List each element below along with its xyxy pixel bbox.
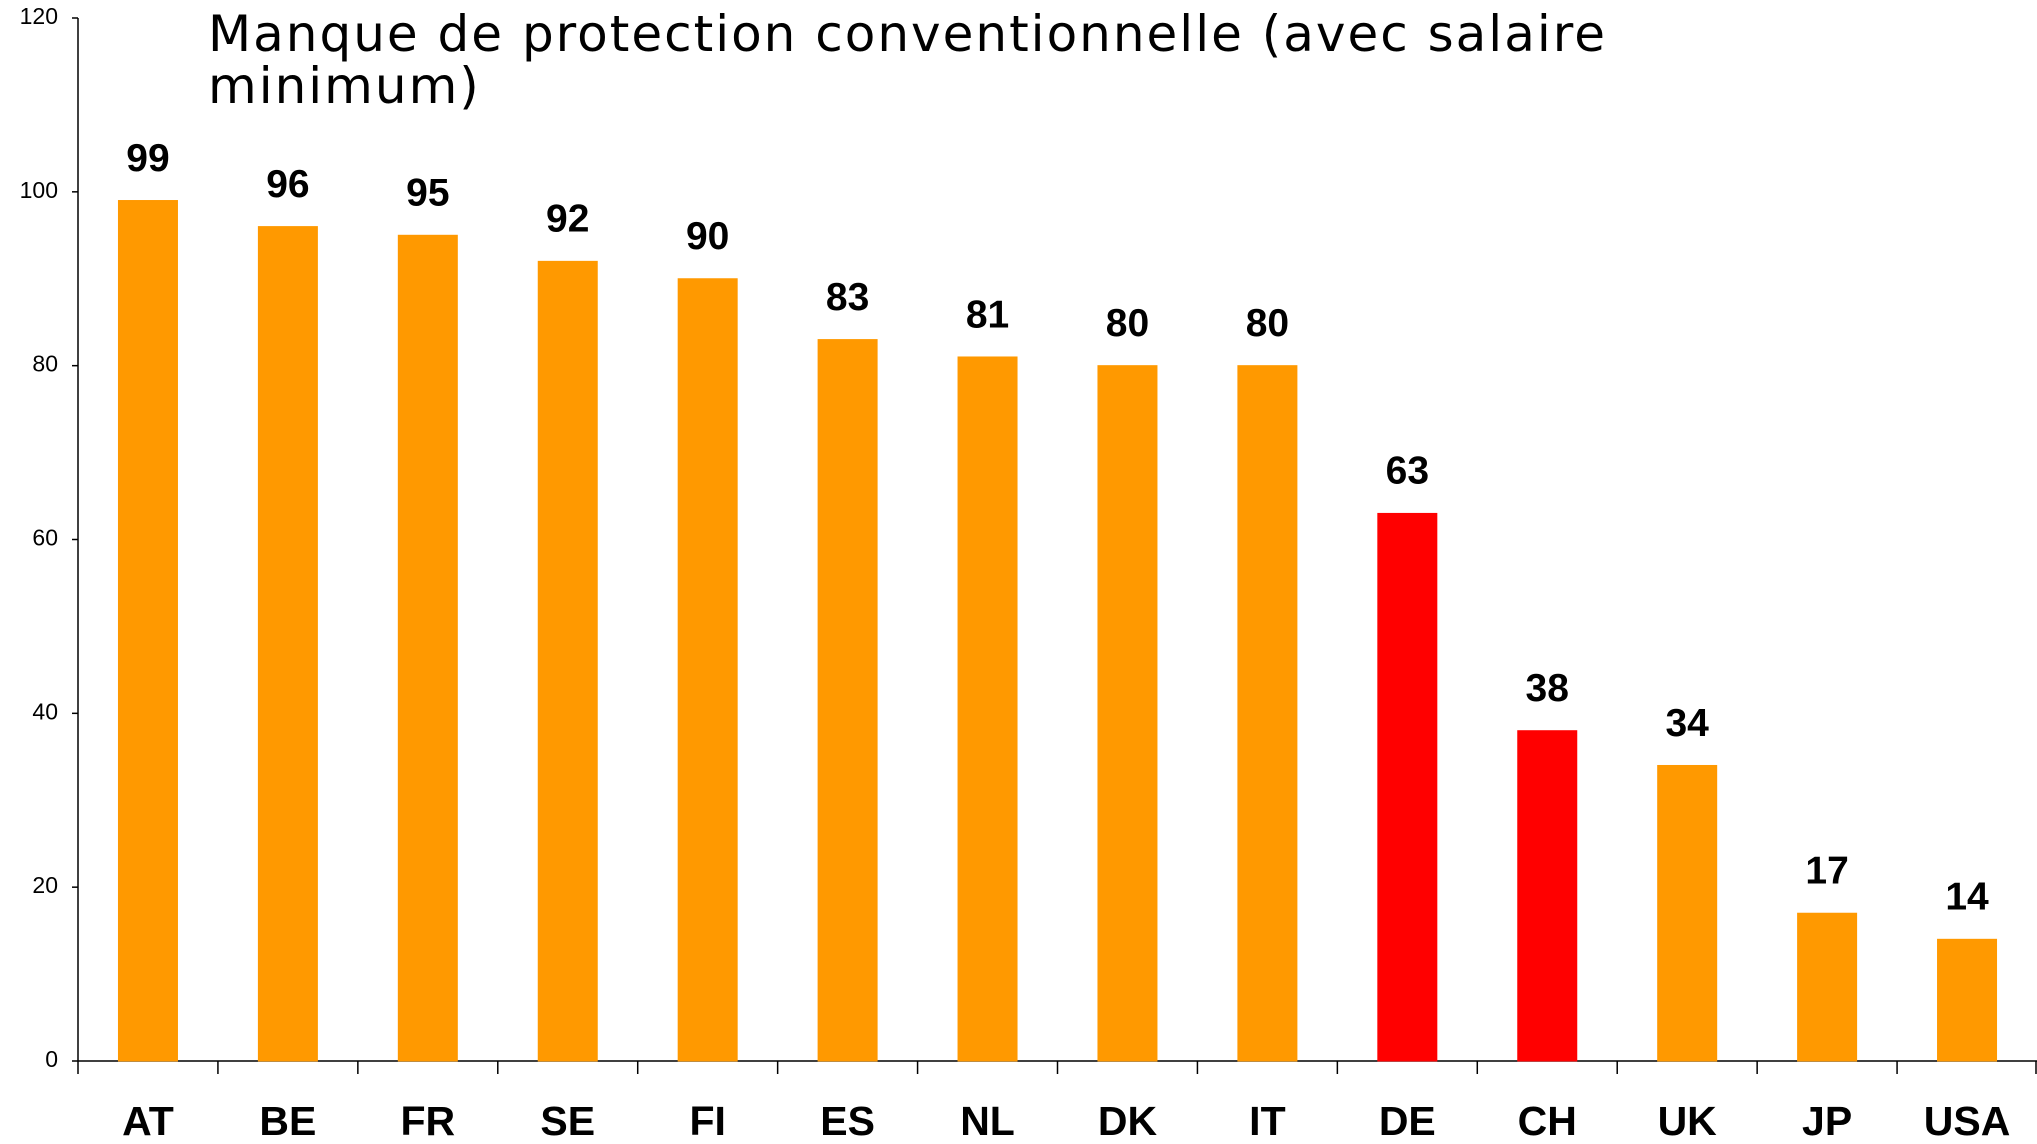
bar <box>397 234 458 1062</box>
value-label: 14 <box>1945 876 1989 919</box>
x-tick-label: DK <box>1098 1098 1158 1144</box>
x-tick-label: BE <box>259 1098 316 1144</box>
bar <box>957 356 1018 1062</box>
x-tick-label: DE <box>1379 1098 1436 1144</box>
chart-title: Manque de protection conventionnelle (av… <box>208 5 1607 115</box>
bar <box>117 200 178 1062</box>
bar <box>677 278 738 1062</box>
value-label: 34 <box>1665 702 1709 745</box>
x-tick-label: NL <box>960 1098 1015 1144</box>
x-tick-label: AT <box>122 1098 174 1144</box>
value-label: 90 <box>686 215 729 258</box>
value-label: 83 <box>826 276 869 319</box>
value-label: 80 <box>1106 302 1149 345</box>
x-tick-label: FR <box>400 1098 455 1144</box>
x-tick-label: USA <box>1924 1098 2011 1144</box>
x-tick-label: CH <box>1518 1098 1577 1144</box>
x-tick-label: SE <box>540 1098 595 1144</box>
bar <box>1097 365 1158 1062</box>
x-tick-label: ES <box>820 1098 875 1144</box>
value-label: 92 <box>546 198 589 241</box>
value-label: 95 <box>406 172 449 215</box>
value-label: 38 <box>1526 667 1569 710</box>
x-tick-label: IT <box>1249 1098 1285 1144</box>
value-label: 96 <box>266 163 309 206</box>
value-label: 17 <box>1805 850 1848 893</box>
bar <box>537 260 598 1062</box>
value-label: 80 <box>1246 302 1289 345</box>
bar <box>1237 365 1298 1062</box>
bar <box>817 339 878 1062</box>
bar <box>1517 730 1578 1062</box>
x-tick-label: FI <box>689 1098 725 1144</box>
x-tick-label: JP <box>1802 1098 1852 1144</box>
bar <box>1377 512 1438 1062</box>
y-tick-label: 100 <box>20 177 58 203</box>
bar <box>1937 938 1998 1062</box>
y-tick-label: 0 <box>45 1046 58 1072</box>
bar <box>257 226 318 1062</box>
y-tick-label: 40 <box>32 698 58 724</box>
y-tick-label: 80 <box>32 351 58 377</box>
value-label: 99 <box>126 137 169 180</box>
bar <box>1797 912 1858 1062</box>
y-tick-label: 120 <box>20 3 58 29</box>
y-tick-label: 20 <box>32 872 58 898</box>
value-label: 81 <box>966 293 1009 336</box>
x-tick-label: UK <box>1658 1098 1718 1144</box>
value-label: 63 <box>1386 450 1429 493</box>
y-tick-label: 60 <box>32 525 58 551</box>
bar <box>1657 764 1718 1062</box>
